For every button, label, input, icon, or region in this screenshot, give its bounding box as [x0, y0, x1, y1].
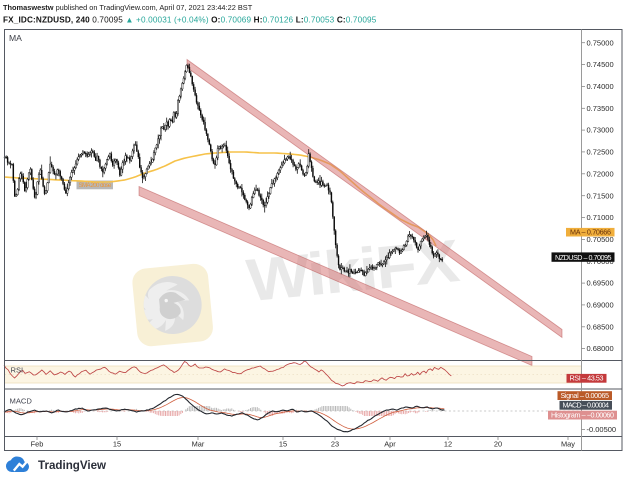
svg-text:Thomaswestw published on Tradi: Thomaswestw published on TradingView.com… — [3, 3, 253, 12]
svg-text:SMA 200 close: SMA 200 close — [79, 182, 113, 189]
svg-text:MACD: MACD — [10, 397, 33, 406]
svg-text:RSI: RSI — [11, 366, 24, 375]
svg-text:15: 15 — [279, 440, 287, 449]
svg-text:NZDUSD – 0.70095: NZDUSD – 0.70095 — [555, 253, 612, 262]
svg-text:0.75000: 0.75000 — [587, 38, 614, 47]
svg-text:0.69000: 0.69000 — [587, 301, 614, 310]
svg-text:Apr: Apr — [384, 440, 396, 449]
svg-text:23: 23 — [331, 440, 339, 449]
svg-text:0.74500: 0.74500 — [587, 60, 614, 69]
svg-text:MACD – 0.00004: MACD – 0.00004 — [563, 401, 610, 410]
svg-text:Feb: Feb — [31, 440, 44, 449]
svg-text:20: 20 — [494, 440, 502, 449]
svg-text:0.70500: 0.70500 — [587, 235, 614, 244]
svg-text:0.68000: 0.68000 — [587, 344, 614, 353]
svg-text:Mar: Mar — [192, 440, 205, 449]
svg-text:0.71000: 0.71000 — [587, 213, 614, 222]
svg-text:0.69500: 0.69500 — [587, 279, 614, 288]
svg-text:0.73000: 0.73000 — [587, 126, 614, 135]
svg-text:0.72000: 0.72000 — [587, 169, 614, 178]
svg-text:0.71500: 0.71500 — [587, 191, 614, 200]
svg-text:MA – 0.70666: MA – 0.70666 — [570, 228, 611, 237]
svg-text:0.68500: 0.68500 — [587, 322, 614, 331]
svg-text:12: 12 — [444, 440, 452, 449]
svg-text:MA: MA — [9, 33, 22, 43]
svg-text:May: May — [561, 440, 575, 449]
svg-text:FX_IDC:NZDUSD, 240 0.70095 ▲ +: FX_IDC:NZDUSD, 240 0.70095 ▲ +0.00031 (+… — [3, 16, 377, 25]
svg-text:15: 15 — [113, 440, 121, 449]
svg-text:RSI – 43.53: RSI – 43.53 — [570, 374, 604, 383]
svg-text:-0.00500: -0.00500 — [587, 425, 617, 434]
svg-text:Signal – 0.00065: Signal – 0.00065 — [561, 391, 610, 400]
svg-text:0.72500: 0.72500 — [587, 148, 614, 157]
svg-text:0.74000: 0.74000 — [587, 82, 614, 91]
svg-text:Histogram – −0.00060: Histogram – −0.00060 — [551, 411, 614, 420]
svg-text:0.73500: 0.73500 — [587, 104, 614, 113]
svg-text:TradingView: TradingView — [38, 459, 107, 472]
